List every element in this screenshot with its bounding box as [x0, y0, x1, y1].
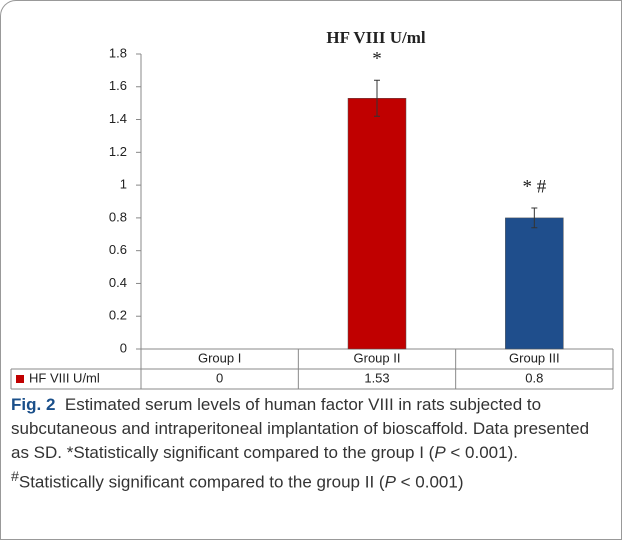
y-tick-label: 1.4	[109, 111, 127, 126]
table-value: 0	[216, 370, 223, 385]
legend-swatch	[16, 375, 24, 383]
chart: HF VIII U/ml 0 0.2 0.4 0.6 0.8 1 1.2 1.4 1.6 1.8 H…	[10, 28, 614, 390]
caption-text: P	[384, 472, 396, 492]
y-tick-label: 0.2	[109, 308, 127, 323]
error-bar	[374, 79, 380, 117]
y-tick-label: 1.2	[109, 144, 127, 159]
legend-label: HF VIII U/ml	[29, 370, 100, 385]
caption-text: Statistically significant compared to th…	[18, 472, 385, 492]
caption-text: P	[434, 443, 446, 462]
caption: Fig. 2 Estimated serum levels of human f…	[11, 393, 611, 495]
y-tick-label: 0.4	[109, 275, 127, 290]
y-tick-label: 0	[120, 340, 127, 355]
error-bar	[531, 207, 538, 229]
table-value: 1.53	[364, 370, 389, 385]
annotation: * #	[522, 176, 546, 197]
y-tick-label: 0.6	[109, 242, 127, 257]
y-tick-label: 1	[120, 177, 127, 192]
x-tick-label: Group III	[509, 350, 560, 365]
chart-title: HF VIII U/ml	[326, 28, 425, 47]
caption-text: < 0.001)	[395, 472, 464, 492]
y-tick-label: 1.6	[109, 78, 127, 93]
caption-text: #	[11, 469, 19, 485]
table-value: 0.8	[525, 370, 543, 385]
caption-label: Fig. 2	[11, 395, 56, 414]
annotation: *	[372, 49, 382, 70]
bar	[347, 98, 407, 350]
caption-text: < 0.001).	[445, 443, 518, 462]
y-tick-label: 0.8	[109, 209, 127, 224]
caption-text: Estimated serum levels of human factor V…	[11, 395, 590, 462]
x-tick-label: Group I	[198, 350, 241, 365]
y-tick-label: 1.8	[109, 45, 127, 60]
x-tick-label: Group II	[354, 350, 401, 365]
bar	[505, 217, 564, 350]
